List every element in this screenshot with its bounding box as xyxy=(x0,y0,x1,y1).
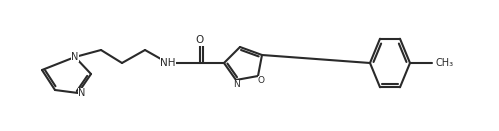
Text: N: N xyxy=(233,80,240,89)
Text: O: O xyxy=(196,35,204,45)
Text: CH₃: CH₃ xyxy=(436,58,454,68)
Text: N: N xyxy=(78,88,85,98)
Text: O: O xyxy=(258,76,265,85)
Text: NH: NH xyxy=(160,58,176,68)
Text: N: N xyxy=(71,52,79,62)
